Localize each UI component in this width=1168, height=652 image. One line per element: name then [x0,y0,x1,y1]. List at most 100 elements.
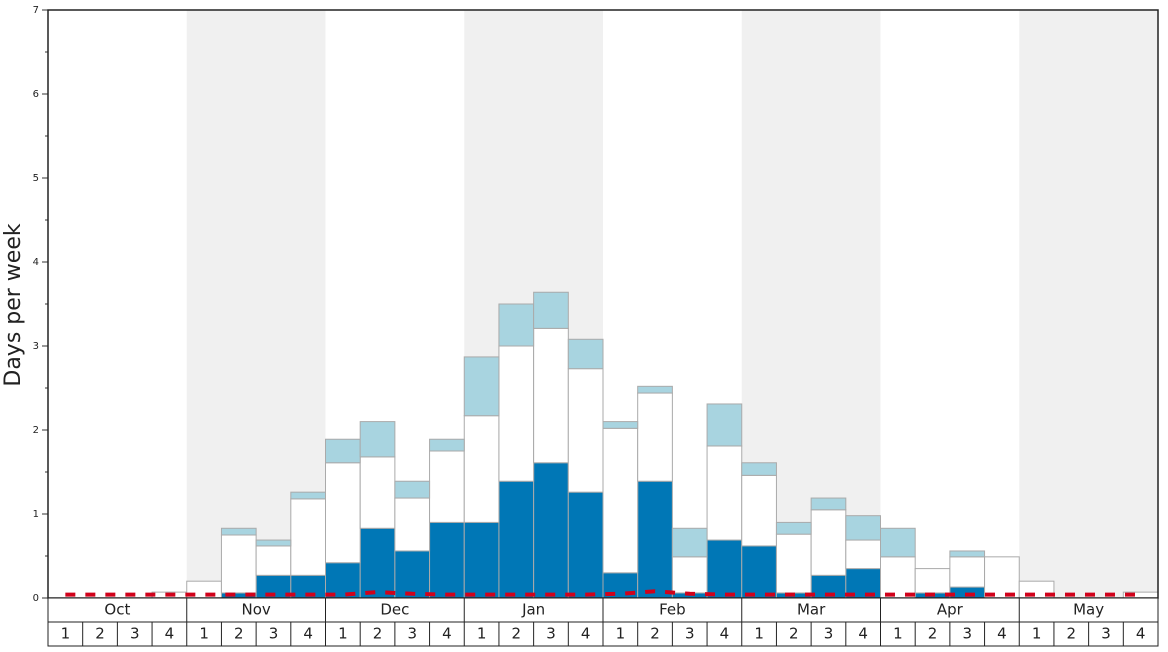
bar-segment [845,539,881,570]
x-tick-label: 4 [858,625,868,643]
x-tick-label: 1 [893,625,903,643]
bar-segment [810,509,847,576]
bar-segment [290,498,326,576]
bar-segment [706,403,743,447]
x-tick-label: 3 [1101,625,1111,643]
x-tick-label: 2 [373,625,383,643]
x-tick-label: 3 [269,625,279,643]
bar-segment [498,345,535,482]
x-tick-label: 1 [754,625,764,643]
bar-segment [463,415,500,523]
bar-segment [533,327,569,464]
bar-segment [880,527,916,558]
bar-segment [741,545,777,599]
bar-segment [706,539,743,599]
bar-segment [637,480,673,599]
y-tick-label: 4 [33,257,39,268]
bar-segment [775,521,812,535]
bar-segment [325,438,361,464]
x-tick-label: 4 [1136,625,1146,643]
month-label: Feb [659,601,686,619]
month-label: Jan [521,601,545,619]
x-tick-label: 3 [962,625,972,643]
x-tick-label: 1 [1032,625,1042,643]
bar-segment [984,556,1020,599]
x-tick-label: 2 [95,625,105,643]
x-tick-label: 3 [685,625,695,643]
x-tick-label: 2 [234,625,244,643]
bar-segment [602,427,639,574]
y-tick-label: 6 [33,89,39,100]
x-tick-label: 1 [61,625,71,643]
bar-segment [637,392,673,482]
bar-segment [775,533,812,594]
x-tick-label: 4 [720,625,730,643]
bar-segment [463,356,500,417]
y-tick-label: 7 [33,5,39,16]
x-tick-label: 3 [130,625,140,643]
bar-segment [533,291,569,329]
bar-segment [567,368,604,493]
y-tick-label: 2 [33,425,39,436]
bar-segment [255,545,292,576]
x-tick-label: 4 [165,625,175,643]
bar-segment [637,385,673,394]
month-label: Dec [380,601,409,619]
bar-segment [949,550,986,558]
y-tick-label: 3 [33,341,39,352]
x-tick-label: 2 [512,625,522,643]
bar-segment [498,303,535,347]
month-band [1019,10,1158,598]
y-tick-label: 5 [33,173,39,184]
bar-segment [325,462,361,564]
x-tick-label: 3 [824,625,834,643]
x-tick-label: 2 [650,625,660,643]
bar-segment [949,556,986,588]
y-tick-label: 0 [33,593,39,604]
y-tick-label: 1 [33,509,39,520]
x-tick-label: 1 [477,625,487,643]
x-tick-label: 4 [303,625,313,643]
bar-segment [810,497,847,511]
bar-segment [394,480,431,499]
x-tick-label: 1 [616,625,626,643]
bar-segment [394,550,431,599]
bar-segment [359,456,396,529]
bar-segment [498,480,535,599]
month-label: May [1073,601,1104,619]
x-tick-label: 4 [997,625,1007,643]
bar-segment [429,438,465,452]
bar-segment [429,450,465,523]
bar-segment [602,421,639,429]
x-tick-label: 4 [442,625,452,643]
bar-segment [359,421,396,458]
bar-segment [741,462,777,476]
month-label: Oct [104,601,130,619]
x-tick-label: 2 [928,625,938,643]
bar-segment [914,568,951,594]
bar-segment [533,462,569,599]
x-tick-label: 3 [546,625,556,643]
bar-segment [290,491,326,500]
bar-segment [255,539,292,547]
bar-segment [359,527,396,599]
bar-segment [220,527,257,536]
x-tick-label: 4 [581,625,591,643]
x-tick-label: 1 [199,625,209,643]
x-tick-label: 2 [789,625,799,643]
bar-segment [220,534,257,594]
bar-segment [567,338,604,370]
bar-segment [394,497,431,552]
bar-segment [741,474,777,547]
month-label: Nov [241,601,270,619]
bar-segment [845,515,881,541]
y-axis-label: Days per week [1,223,26,386]
bar-segment [429,521,465,599]
bar-segment [880,556,916,599]
bar-segment [567,491,604,599]
bar-segment [706,445,743,541]
month-label: Apr [937,601,964,619]
month-label: Mar [797,601,826,619]
bar-segment [463,521,500,599]
